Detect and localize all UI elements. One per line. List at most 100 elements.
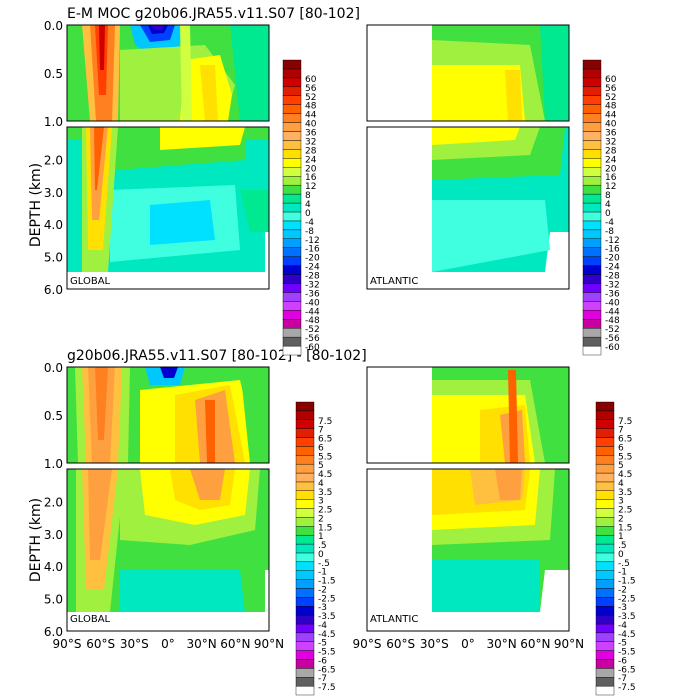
- panel-atlantic-bottom: ATLANTIC: [366, 366, 570, 632]
- colorbar-swatch: [595, 623, 615, 634]
- colorbar-swatch: [295, 410, 315, 420]
- colorbar-tick-label: 1.5: [618, 523, 632, 533]
- colorbar-tick-label: -20: [305, 254, 320, 264]
- colorbar-tick-label: 56: [605, 84, 617, 94]
- colorbar-tick-label: -32: [605, 280, 620, 290]
- colorbar-tick-label: -2.5: [318, 594, 336, 604]
- x-tick-label: 0°: [461, 637, 475, 651]
- colorbar-swatch: [595, 606, 615, 616]
- colorbar-tick-label: 6: [318, 443, 324, 453]
- colorbar-swatch: [282, 140, 302, 150]
- colorbar-swatch: [295, 455, 315, 465]
- colorbar-tick-label: 0: [305, 209, 311, 219]
- x-tick-label: 60°S: [386, 637, 415, 651]
- colorbar-tick-label: -60: [605, 343, 620, 353]
- colorbar-tick-label: 6.5: [618, 435, 632, 445]
- x-tick-label: 60°S: [86, 637, 115, 651]
- colorbar-swatch: [295, 481, 315, 491]
- colorbar-tick-label: -1.5: [318, 577, 336, 587]
- colorbar-tick-label: -3: [318, 603, 327, 613]
- y-tick-labels: 0.0 0.5 1.0 2.0 3.0 4.0 5.0 6.0 0.0 0.5 1.0 2.0 3.0 4…: [44, 19, 63, 639]
- colorbar-tick-label: 32: [305, 137, 316, 147]
- colorbar-swatch: [295, 401, 315, 412]
- colorbar-swatch: [282, 131, 302, 141]
- colorbar-tick-label: 16: [305, 173, 317, 183]
- x-tick-label: 90°S: [353, 637, 382, 651]
- colorbar-tick-label: 2.5: [318, 506, 332, 516]
- colorbar-tick-label: -40: [605, 298, 620, 308]
- colorbar-tick-label: -44: [305, 307, 320, 317]
- y-tick-label: 0.0: [44, 361, 63, 375]
- colorbar-tick-label: -28: [305, 272, 320, 282]
- figure-title-bottom: g20b06.JRA55.v11.S07 [80-102] - [80-102]: [67, 348, 367, 364]
- colorbar-swatch: [295, 428, 315, 438]
- colorbar-swatch: [595, 508, 615, 518]
- panel-label-atlantic-top: ATLANTIC: [370, 276, 418, 287]
- colorbar-swatch: [595, 455, 615, 465]
- colorbar-swatch: [582, 292, 602, 302]
- colorbar-swatch: [295, 543, 315, 554]
- colorbar-swatch: [295, 446, 315, 456]
- colorbar-swatch: [295, 614, 315, 625]
- colorbar-tick-label: 8: [305, 191, 311, 201]
- colorbar-top: -60-56-52-48-44-40-36-32-28-24-20-16-12-…: [282, 59, 620, 356]
- colorbar-swatch: [282, 220, 302, 231]
- colorbar-tick-label: 4: [618, 479, 624, 489]
- colorbar-swatch: [582, 336, 602, 347]
- colorbar-tick-label: -2: [618, 585, 627, 595]
- y-tick-label: 1.0: [44, 115, 63, 129]
- colorbar-tick-label: 8: [605, 191, 611, 201]
- colorbar-swatch: [582, 202, 602, 213]
- colorbar-tick-label: 28: [305, 146, 317, 156]
- colorbar-swatch: [282, 59, 302, 70]
- y-tick-label: 2.0: [44, 153, 63, 167]
- colorbar-swatch: [282, 149, 302, 159]
- colorbar-swatch: [595, 659, 615, 669]
- colorbar-swatch: [282, 184, 302, 195]
- colorbar-tick-label: 4.5: [318, 470, 332, 480]
- colorbar-tick-label: 3: [318, 497, 324, 507]
- colorbar-swatch: [582, 59, 602, 70]
- colorbar-swatch: [282, 345, 302, 356]
- colorbar-tick-label: -28: [605, 272, 620, 282]
- colorbar-tick-label: 24: [605, 155, 617, 165]
- colorbar-swatch: [295, 490, 315, 500]
- colorbar-tick-label: 36: [305, 129, 317, 139]
- y-tick-label: 0.5: [44, 67, 63, 81]
- colorbar-tick-label: -1: [318, 568, 327, 578]
- colorbar-swatch: [582, 113, 602, 123]
- colorbar-tick-label: 7: [318, 426, 324, 436]
- y-tick-label: 5.0: [44, 593, 63, 607]
- colorbar-tick-label: 5: [618, 461, 624, 471]
- colorbar-tick-label: 0: [318, 550, 324, 560]
- colorbar-tick-label: 48: [605, 102, 617, 112]
- colorbar-swatch: [295, 526, 315, 536]
- colorbar-swatch: [295, 561, 315, 571]
- colorbar-swatch: [595, 437, 615, 447]
- colorbar-tick-label: -6.5: [618, 665, 636, 675]
- colorbar-swatch: [295, 463, 315, 474]
- colorbar-swatch: [595, 597, 615, 607]
- colorbar-tick-label: .5: [318, 541, 327, 551]
- colorbar-tick-label: -7.5: [318, 683, 336, 693]
- colorbar-tick-label: -4.5: [318, 630, 336, 640]
- colorbar-swatch: [282, 301, 302, 311]
- colorbar-swatch: [582, 211, 602, 222]
- colorbar-swatch: [282, 122, 302, 132]
- x-tick-label: 0°: [161, 637, 175, 651]
- colorbar-tick-label: 2: [618, 514, 624, 524]
- colorbar-swatch: [582, 193, 602, 204]
- colorbar-tick-label: -60: [305, 343, 320, 353]
- colorbar-swatch: [582, 158, 602, 168]
- colorbar-swatch: [595, 570, 615, 580]
- x-tick-labels: 90°S 60°S 30°S 0° 30°N 60°N 90°N 90°S 60°S 30°S 0°…: [53, 637, 585, 651]
- colorbar-tick-label: -24: [605, 263, 620, 273]
- colorbar-swatch: [582, 176, 602, 186]
- colorbar-tick-label: 4.5: [618, 470, 632, 480]
- colorbar-swatch: [282, 77, 302, 88]
- colorbar-swatch: [595, 401, 615, 412]
- colorbar-swatch: [582, 104, 602, 114]
- colorbar-swatch: [295, 641, 315, 651]
- colorbar-tick-label: 16: [605, 173, 617, 183]
- colorbar-tick-label: -2: [318, 585, 327, 595]
